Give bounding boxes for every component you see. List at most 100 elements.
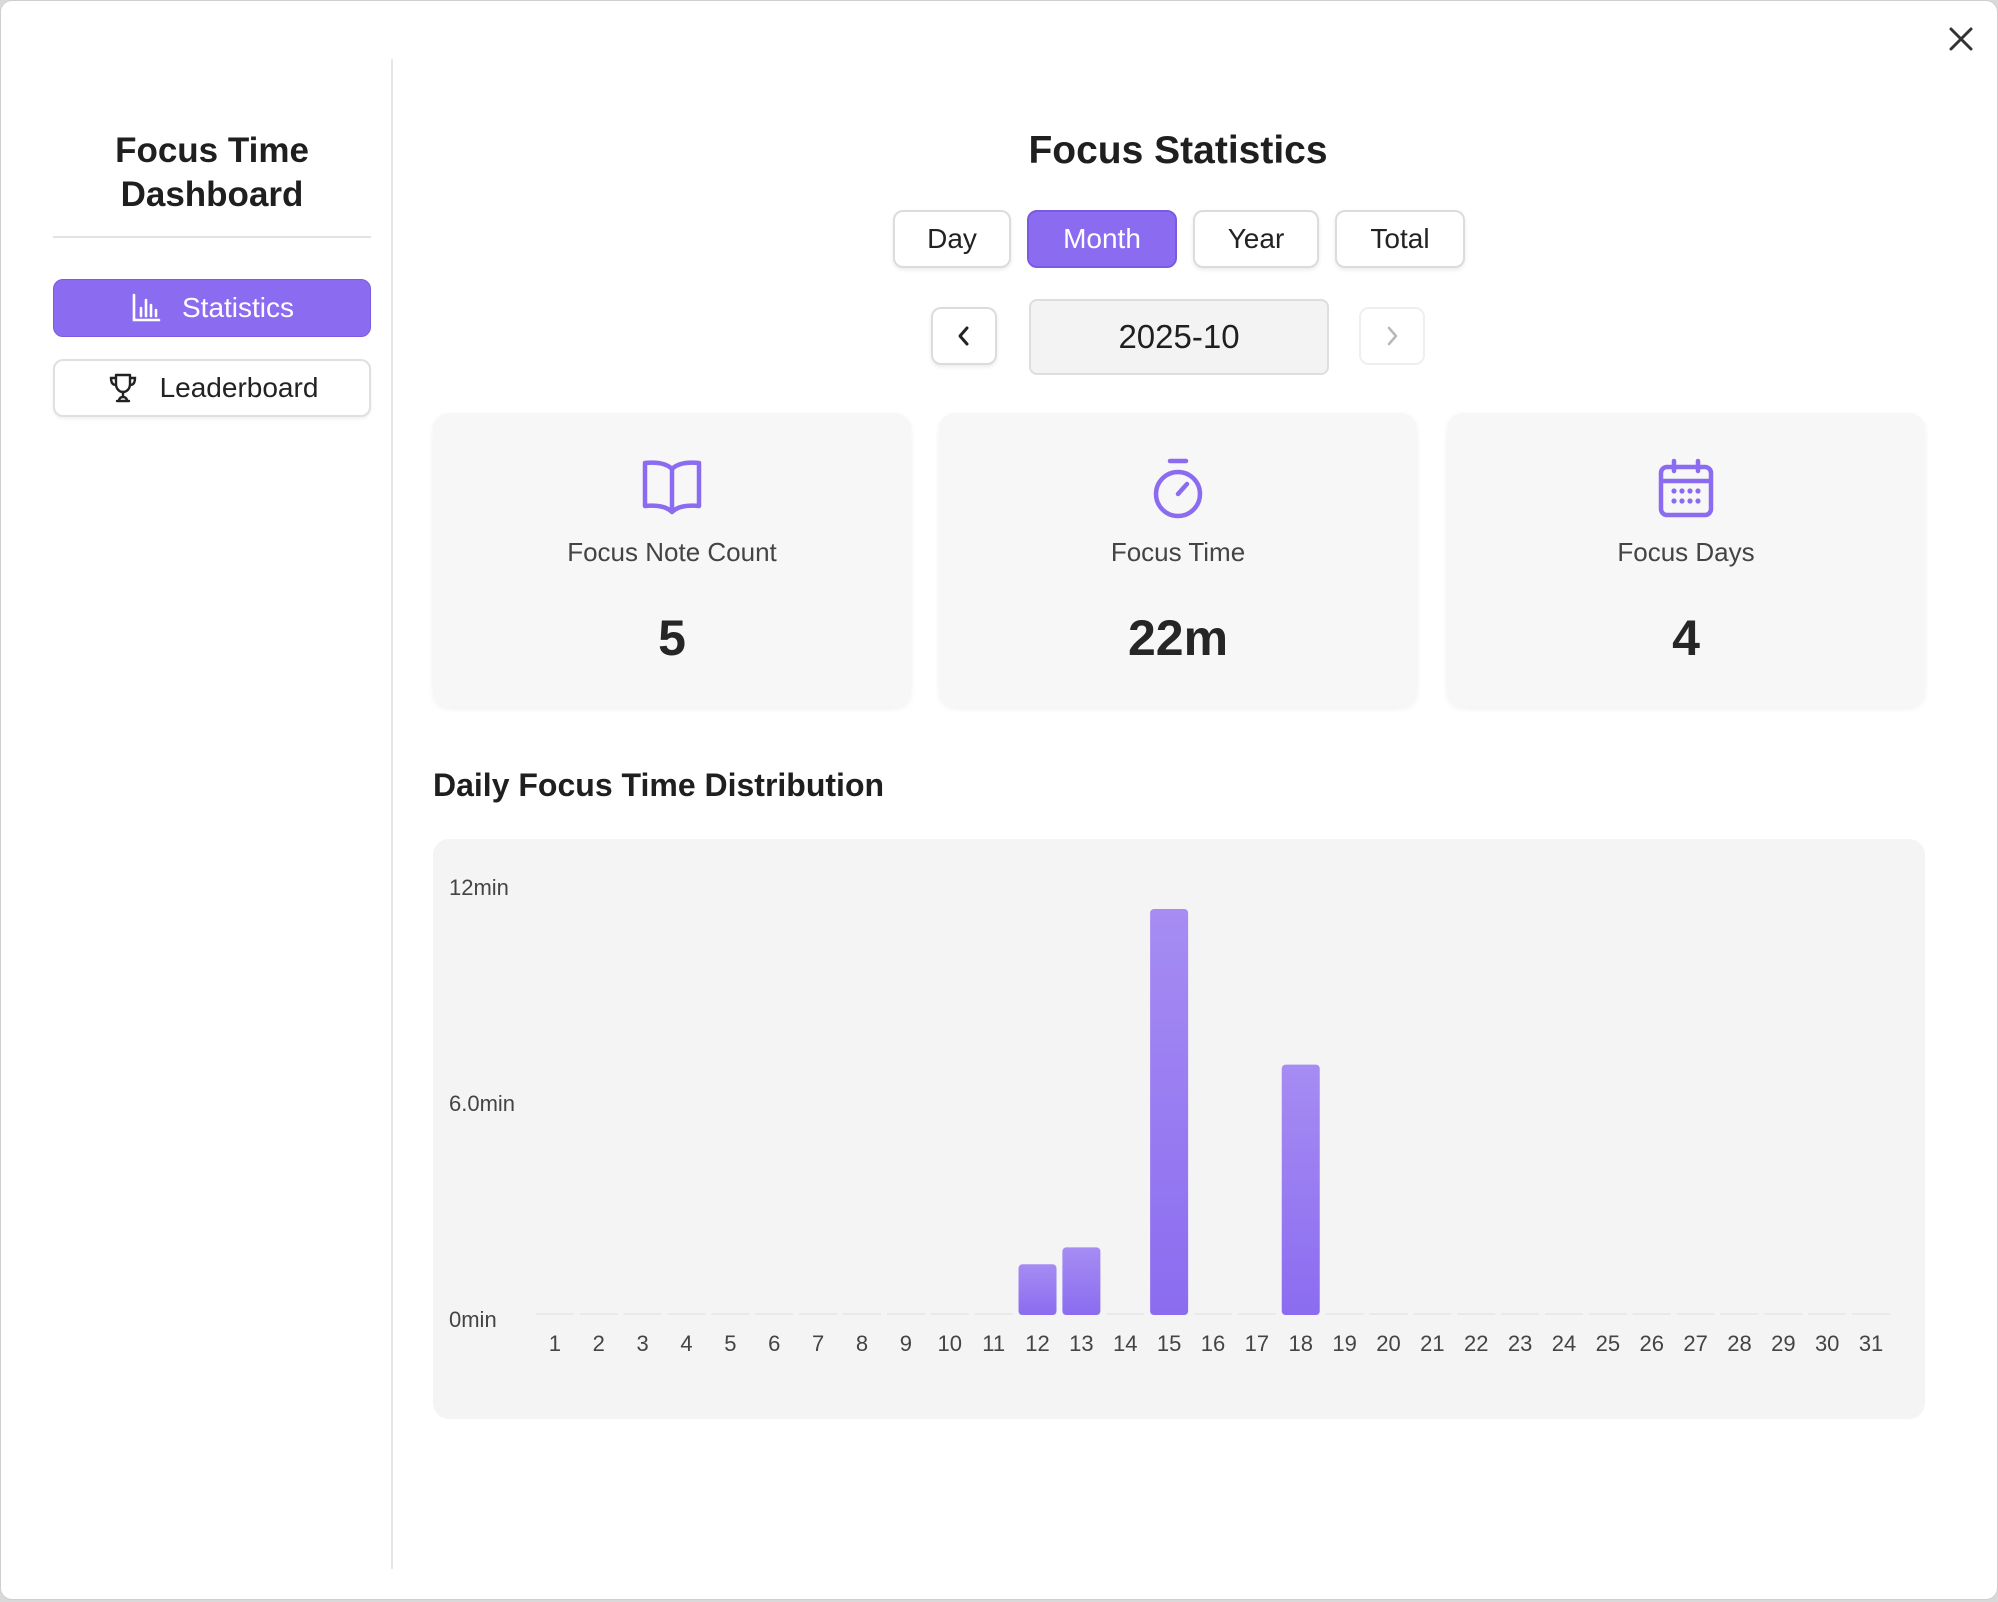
- close-icon: [1949, 27, 1973, 51]
- chart-panel: 0min 6.0min 12min 1 2 3 4 5 6 7 8 9 10 11 12 13 14 15 16 17…: [433, 839, 1925, 1419]
- x-tick-label: 13: [1069, 1331, 1093, 1356]
- tab-total[interactable]: Total: [1335, 210, 1465, 268]
- x-tick-label: 3: [637, 1331, 649, 1356]
- bar-baseline: [1720, 1313, 1759, 1315]
- bar-baseline: [1501, 1313, 1540, 1315]
- stat-value: 22m: [1127, 610, 1229, 666]
- x-tick-label: 11: [982, 1331, 1005, 1356]
- tab-label: Day: [927, 223, 977, 254]
- chevron-right-icon: [1387, 326, 1398, 346]
- x-tick-label: 2: [593, 1331, 605, 1356]
- bar-baseline: [799, 1313, 838, 1315]
- stat-card-focus-time: Focus Time 22m: [939, 413, 1417, 707]
- close-button[interactable]: [1943, 21, 1979, 57]
- stat-label: Focus Days: [1617, 537, 1755, 567]
- chevron-left-icon: [958, 326, 969, 346]
- calendar-icon: [1658, 458, 1714, 518]
- x-tick-label: 29: [1771, 1331, 1795, 1356]
- x-tick-label: 24: [1552, 1331, 1576, 1356]
- x-tick-label: 16: [1201, 1331, 1225, 1356]
- bar-baseline: [1325, 1313, 1364, 1315]
- bar-chart-icon: [132, 293, 161, 322]
- x-tick-label: 20: [1376, 1331, 1400, 1356]
- stopwatch-icon: [1153, 458, 1203, 519]
- bar-baseline: [974, 1313, 1013, 1315]
- x-tick-label: 26: [1639, 1331, 1663, 1356]
- bar-day-12[interactable]: [1018, 1264, 1057, 1315]
- tab-label: Month: [1063, 223, 1141, 254]
- book-icon: [642, 460, 702, 515]
- sidebar-item-label: Statistics: [181, 292, 295, 323]
- x-tick-label: 7: [812, 1331, 824, 1356]
- tab-year[interactable]: Year: [1193, 210, 1319, 268]
- x-tick-label: 17: [1245, 1331, 1269, 1356]
- tab-month[interactable]: Month: [1027, 210, 1177, 268]
- x-tick-label: 8: [856, 1331, 868, 1356]
- x-tick-label: 15: [1157, 1331, 1181, 1356]
- sidebar-item-statistics[interactable]: Statistics: [53, 279, 371, 337]
- x-tick-label: 5: [724, 1331, 736, 1356]
- bar-baseline: [667, 1313, 706, 1315]
- stat-value: 4: [1672, 610, 1700, 666]
- next-period-button[interactable]: [1359, 307, 1425, 365]
- sidebar-divider: [53, 236, 371, 238]
- bar-baseline: [1457, 1313, 1496, 1315]
- sidebar-item-leaderboard[interactable]: Leaderboard: [53, 359, 371, 417]
- tab-label: Total: [1370, 223, 1430, 254]
- bar-baseline: [711, 1313, 750, 1315]
- prev-period-button[interactable]: [931, 307, 997, 365]
- bar-baseline: [930, 1313, 969, 1315]
- x-tick-label: 1: [549, 1331, 561, 1356]
- bar-baseline: [755, 1313, 794, 1315]
- bar-baseline: [1632, 1313, 1671, 1315]
- stat-card-note-count: Focus Note Count 5: [433, 413, 911, 707]
- bar-day-13[interactable]: [1062, 1247, 1101, 1315]
- x-tick-label: 30: [1815, 1331, 1839, 1356]
- x-tick-label: 21: [1420, 1331, 1444, 1356]
- sidebar-item-label: Leaderboard: [159, 372, 319, 403]
- bar-baseline: [1852, 1313, 1891, 1315]
- x-tick-label: 4: [680, 1331, 692, 1356]
- bar-baseline: [1808, 1313, 1847, 1315]
- bar-baseline: [1764, 1313, 1803, 1315]
- y-tick-label: 0min: [449, 1307, 497, 1332]
- sidebar: Focus Time Dashboard Statistics Leaderbo…: [1, 1, 391, 1599]
- stat-label: Focus Note Count: [567, 537, 777, 567]
- bar-baseline: [623, 1313, 662, 1315]
- bar-baseline: [843, 1313, 882, 1315]
- x-tick-label: 6: [768, 1331, 780, 1356]
- x-tick-label: 12: [1025, 1331, 1049, 1356]
- bar-baseline: [1106, 1313, 1145, 1315]
- x-tick-label: 18: [1288, 1331, 1312, 1356]
- x-tick-label: 28: [1727, 1331, 1751, 1356]
- stat-value: 5: [658, 610, 686, 666]
- x-tick-label: 19: [1332, 1331, 1356, 1356]
- y-tick-label: 6.0min: [449, 1091, 515, 1116]
- x-tick-label: 14: [1113, 1331, 1137, 1356]
- x-tick-label: 23: [1508, 1331, 1532, 1356]
- x-tick-label: 9: [900, 1331, 912, 1356]
- bar-baseline: [1544, 1313, 1583, 1315]
- bar-baseline: [535, 1313, 574, 1315]
- bar-baseline: [1676, 1313, 1715, 1315]
- sidebar-title: Focus Time Dashboard: [115, 131, 309, 214]
- bar-baseline: [1413, 1313, 1452, 1315]
- bar-day-15[interactable]: [1150, 909, 1189, 1315]
- trophy-icon: [109, 373, 136, 403]
- bar-baseline: [1588, 1313, 1627, 1315]
- x-tick-label: 25: [1596, 1331, 1620, 1356]
- bar-baseline: [886, 1313, 925, 1315]
- sidebar-separator: [391, 59, 393, 1569]
- bar-day-18[interactable]: [1281, 1064, 1320, 1315]
- tab-label: Year: [1227, 223, 1285, 254]
- stat-label: Focus Time: [1110, 537, 1246, 567]
- x-tick-label: 31: [1859, 1331, 1883, 1356]
- stat-card-focus-days: Focus Days 4: [1447, 413, 1925, 707]
- y-tick-label: 12min: [449, 875, 509, 900]
- bar-baseline: [1194, 1313, 1232, 1315]
- bar-baseline: [1369, 1313, 1408, 1315]
- page-title: Focus Statistics: [1028, 129, 1328, 172]
- tab-day[interactable]: Day: [893, 210, 1011, 268]
